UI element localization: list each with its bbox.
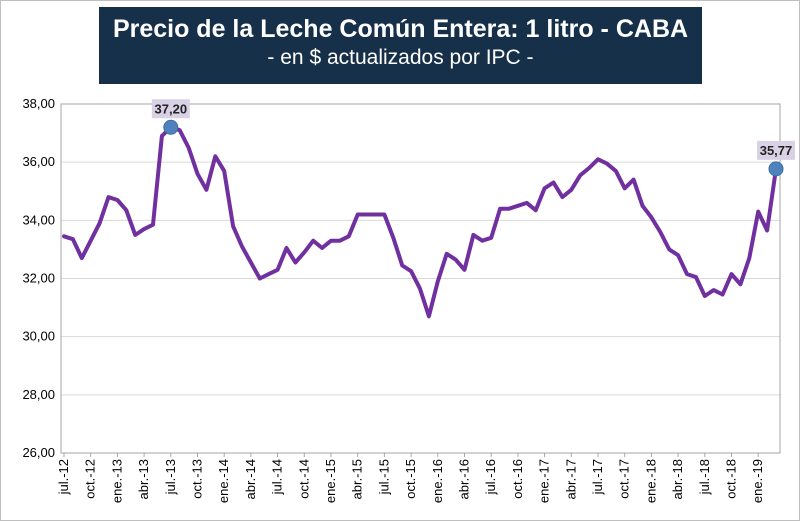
data-label: 37,20 xyxy=(155,101,188,116)
data-label-box xyxy=(151,99,190,119)
x-tick-label: abr.-18 xyxy=(670,459,685,499)
x-tick-label: ene.-17 xyxy=(537,459,552,503)
x-tick-label: ene.-19 xyxy=(750,459,765,503)
x-tick-label: oct.-16 xyxy=(510,459,525,499)
x-tick-label: jul.-16 xyxy=(483,459,498,495)
x-tick-label: jul.-15 xyxy=(376,459,391,495)
x-tick-label: ene.-18 xyxy=(643,459,658,503)
x-tick-label: abr.-16 xyxy=(457,459,472,499)
plot-area xyxy=(60,103,781,454)
x-tick-label: abr.-13 xyxy=(136,459,151,499)
y-tick-label: 32,00 xyxy=(22,271,55,286)
x-tick-label: oct.-13 xyxy=(190,459,205,499)
x-tick-label: jul.-17 xyxy=(590,459,605,495)
x-tick-label: oct.-12 xyxy=(83,459,98,499)
annotations: 37,20 35,77 xyxy=(151,99,795,177)
series-line-precio xyxy=(62,125,778,319)
x-tick-label: oct.-17 xyxy=(617,459,632,499)
y-tick-label: 38,00 xyxy=(22,96,55,111)
x-tick-label: abr.-17 xyxy=(563,459,578,499)
x-tick-label: oct.-15 xyxy=(403,459,418,499)
x-tick-label: jul.-14 xyxy=(270,459,285,495)
x-tick-label: abr.-14 xyxy=(243,459,258,499)
y-tick-label: 34,00 xyxy=(22,212,55,227)
x-tick-label: jul.-12 xyxy=(56,459,71,495)
x-tick-label: jul.-18 xyxy=(697,459,712,495)
gridlines xyxy=(61,103,780,454)
data-point-marker xyxy=(163,119,179,135)
y-axis-labels: 26,00 28,00 30,00 32,00 34,00 36,00 38,00 xyxy=(22,96,55,460)
title-box: Precio de la Leche Común Entera: 1 litro… xyxy=(99,7,702,84)
chart-subtitle: - en $ actualizados por IPC - xyxy=(267,46,534,69)
y-tick-label: 28,00 xyxy=(22,387,55,402)
data-label-box xyxy=(757,140,795,160)
y-tick-label: 36,00 xyxy=(22,154,55,169)
series-layer xyxy=(62,125,778,319)
chart-title: Precio de la Leche Común Entera: 1 litro… xyxy=(112,15,689,43)
x-tick-label: abr.-15 xyxy=(350,459,365,499)
x-tick-label: jul.-13 xyxy=(163,459,178,495)
x-tick-label: oct.-14 xyxy=(296,459,311,499)
x-tick-label: ene.-15 xyxy=(323,459,338,503)
y-tick-label: 26,00 xyxy=(22,445,55,460)
x-tick-label: ene.-13 xyxy=(109,459,124,503)
x-tick-label: ene.-14 xyxy=(216,459,231,503)
x-tick-label: oct.-18 xyxy=(724,459,739,499)
x-axis-labels: jul.-12 oct.-12 ene.-13 abr.-13 jul.-13 oct.-… xyxy=(56,453,765,503)
data-point-marker xyxy=(768,161,784,177)
y-tick-label: 30,00 xyxy=(22,329,55,344)
x-tick-label: ene.-16 xyxy=(430,459,445,503)
data-label: 35,77 xyxy=(760,143,793,158)
